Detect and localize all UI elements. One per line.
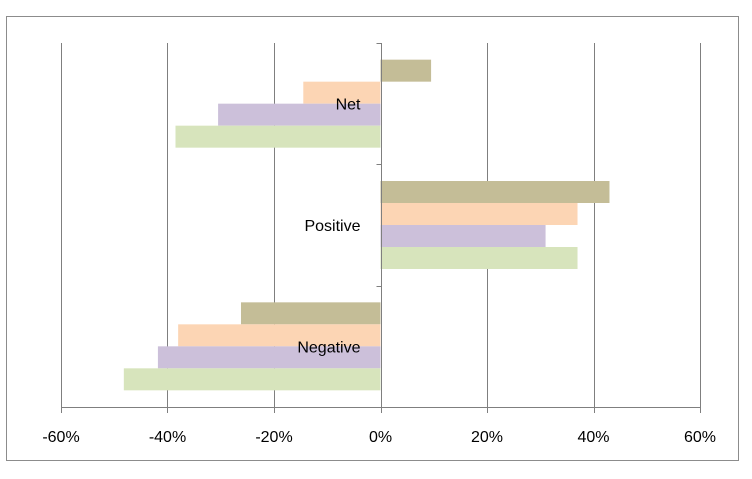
bar-negative-3 (157, 346, 381, 369)
bar-net-4 (175, 125, 381, 148)
bars (123, 59, 610, 391)
x-tick-label-3: 0% (369, 429, 392, 446)
bar-net-1 (380, 59, 432, 82)
bar-positive-2 (380, 203, 578, 225)
bar-positive-4 (380, 247, 578, 269)
category-label-net: Net (336, 97, 361, 114)
bar-negative-4 (123, 368, 381, 391)
category-label-negative: Negative (297, 339, 360, 356)
x-tick-label-1: -40% (149, 429, 186, 446)
bar-negative-2 (178, 324, 381, 347)
labels: -60% -40% -20% 0% 20% 40% 60% Net Positive Negati… (42, 97, 716, 446)
bar-positive-3 (380, 225, 546, 247)
x-tick-label-0: -60% (42, 429, 79, 446)
bar-net-2 (303, 81, 381, 104)
x-tick-label-4: 20% (471, 429, 503, 446)
x-tick-label-2: -20% (255, 429, 292, 446)
bar-net-3 (218, 103, 381, 126)
x-tick-label-6: 60% (684, 429, 716, 446)
category-label-positive: Positive (304, 218, 360, 235)
bar-negative-1 (240, 302, 381, 325)
axes (61, 43, 701, 413)
x-tick-label-5: 40% (577, 429, 609, 446)
bar-positive-1 (380, 181, 610, 203)
